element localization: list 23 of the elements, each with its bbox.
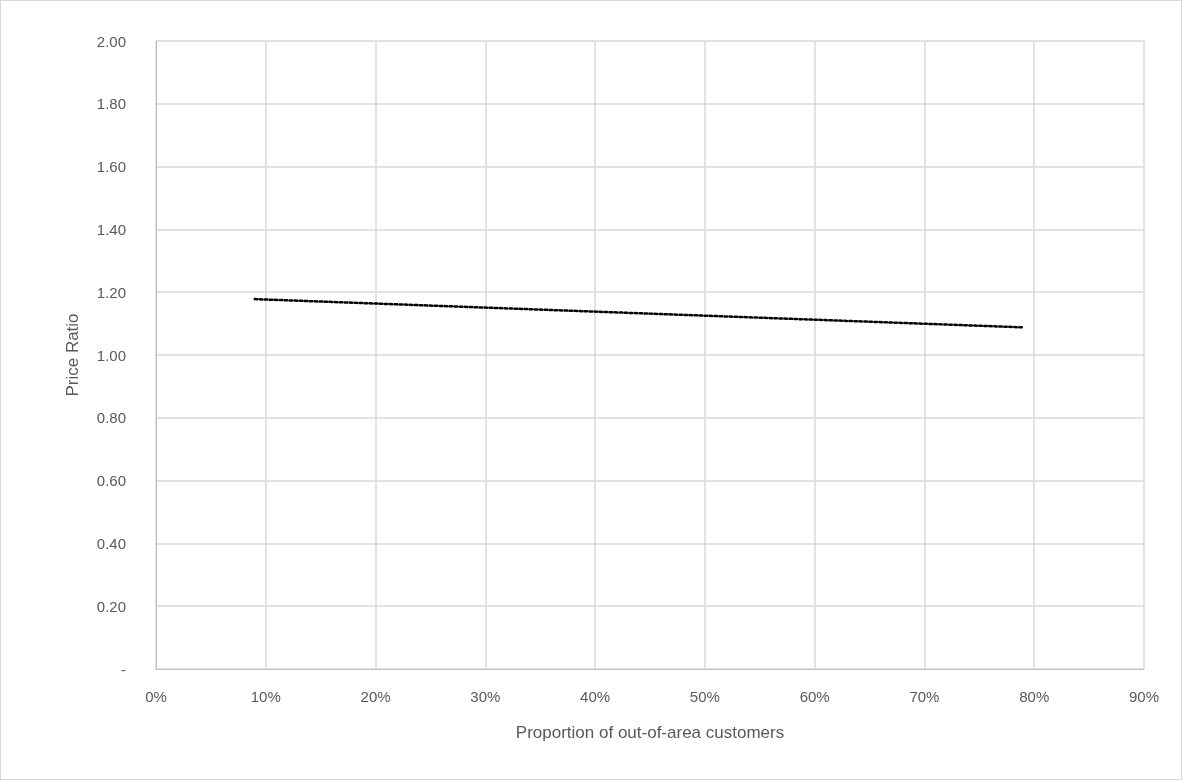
x-tick-label: 60% xyxy=(799,688,830,705)
x-tick-label: 0% xyxy=(145,688,167,705)
x-tick-label: 30% xyxy=(470,688,501,705)
y-tick-label: 0.20 xyxy=(96,597,126,615)
y-tick-label: - xyxy=(121,660,126,678)
x-axis-title: Proportion of out-of-area customers xyxy=(515,723,785,742)
x-tick-label: 90% xyxy=(1128,688,1160,705)
y-tick-label: 0.60 xyxy=(96,472,126,490)
y-tick-label: 0.80 xyxy=(96,409,126,427)
y-tick-label: 1.00 xyxy=(96,346,126,364)
y-tick-label: 1.60 xyxy=(96,158,126,176)
x-tick-label: 20% xyxy=(360,688,391,705)
x-tick-label: 50% xyxy=(689,688,720,705)
y-tick-label: 2.00 xyxy=(96,32,126,50)
y-tick-label: 1.40 xyxy=(96,220,126,238)
x-tick-label: 70% xyxy=(909,688,940,705)
y-tick-label: 0.40 xyxy=(96,534,126,552)
y-tick-label: 1.20 xyxy=(96,283,126,301)
y-tick-label: 1.80 xyxy=(96,95,126,113)
y-axis-title: Price Ratio xyxy=(63,313,82,397)
x-tick-label: 40% xyxy=(580,688,611,705)
x-tick-label: 10% xyxy=(250,688,281,705)
x-tick-label: 80% xyxy=(1019,688,1050,705)
